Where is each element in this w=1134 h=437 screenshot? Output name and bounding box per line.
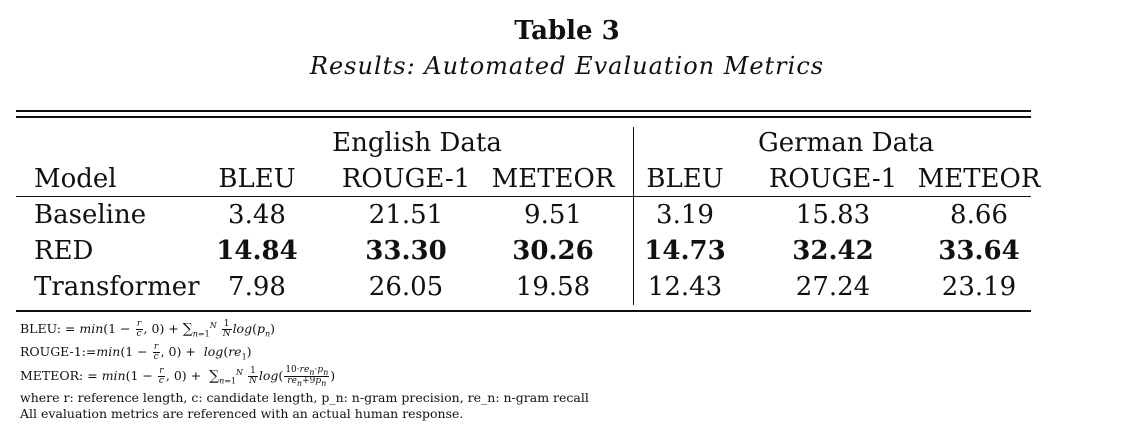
cell-bleu-en: 7.98 xyxy=(228,272,286,302)
bleu-formula-label: BLEU: = xyxy=(20,321,76,337)
column-header-rouge-de: ROUGE-1 xyxy=(768,164,898,194)
top-rule-second xyxy=(16,116,1031,118)
meteor-formula-label: METEOR: = xyxy=(20,368,98,384)
cell-bleu-de: 14.73 xyxy=(644,236,726,266)
cell-meteor-en: 19.58 xyxy=(515,272,591,302)
cell-rouge-de: 15.83 xyxy=(795,200,871,230)
row-model: Transformer xyxy=(34,272,200,302)
column-header-bleu-en: BLEU xyxy=(218,164,296,194)
cell-rouge-en: 26.05 xyxy=(368,272,444,302)
top-rule xyxy=(16,110,1031,112)
cell-meteor-de: 8.66 xyxy=(950,200,1008,230)
column-header-rouge-en: ROUGE-1 xyxy=(341,164,471,194)
group-header-german: German Data xyxy=(757,128,935,158)
cell-rouge-en: 33.30 xyxy=(365,236,447,266)
cell-rouge-en: 21.51 xyxy=(368,200,444,230)
cell-bleu-de: 12.43 xyxy=(647,272,723,302)
cell-bleu-de: 3.19 xyxy=(656,200,714,230)
row-model: Baseline xyxy=(34,200,147,230)
cell-rouge-de: 32.42 xyxy=(792,236,874,266)
where-note: where r: reference length, c: candidate … xyxy=(20,389,589,405)
table-caption: Results: Automated Evaluation Metrics xyxy=(309,52,825,80)
reference-note: All evaluation metrics are referenced wi… xyxy=(20,405,464,421)
cell-bleu-en: 3.48 xyxy=(228,200,286,230)
column-header-meteor-de: METEOR xyxy=(917,164,1041,194)
header-rule xyxy=(16,196,1031,197)
group-header-english: English Data xyxy=(332,128,502,158)
cell-meteor-de: 33.64 xyxy=(938,236,1020,266)
cell-meteor-de: 23.19 xyxy=(941,272,1017,302)
column-header-model: Model xyxy=(34,164,117,194)
group-separator xyxy=(633,127,634,305)
cell-bleu-en: 14.84 xyxy=(216,236,298,266)
cell-meteor-en: 30.26 xyxy=(512,236,594,266)
cell-meteor-en: 9.51 xyxy=(524,200,582,230)
table-title: Table 3 xyxy=(514,16,620,46)
row-model: RED xyxy=(34,236,94,266)
column-header-meteor-en: METEOR xyxy=(491,164,615,194)
rouge-formula-label: ROUGE-1:= xyxy=(20,343,97,359)
bottom-rule xyxy=(16,310,1031,312)
cell-rouge-de: 27.24 xyxy=(795,272,871,302)
column-header-bleu-de: BLEU xyxy=(646,164,724,194)
